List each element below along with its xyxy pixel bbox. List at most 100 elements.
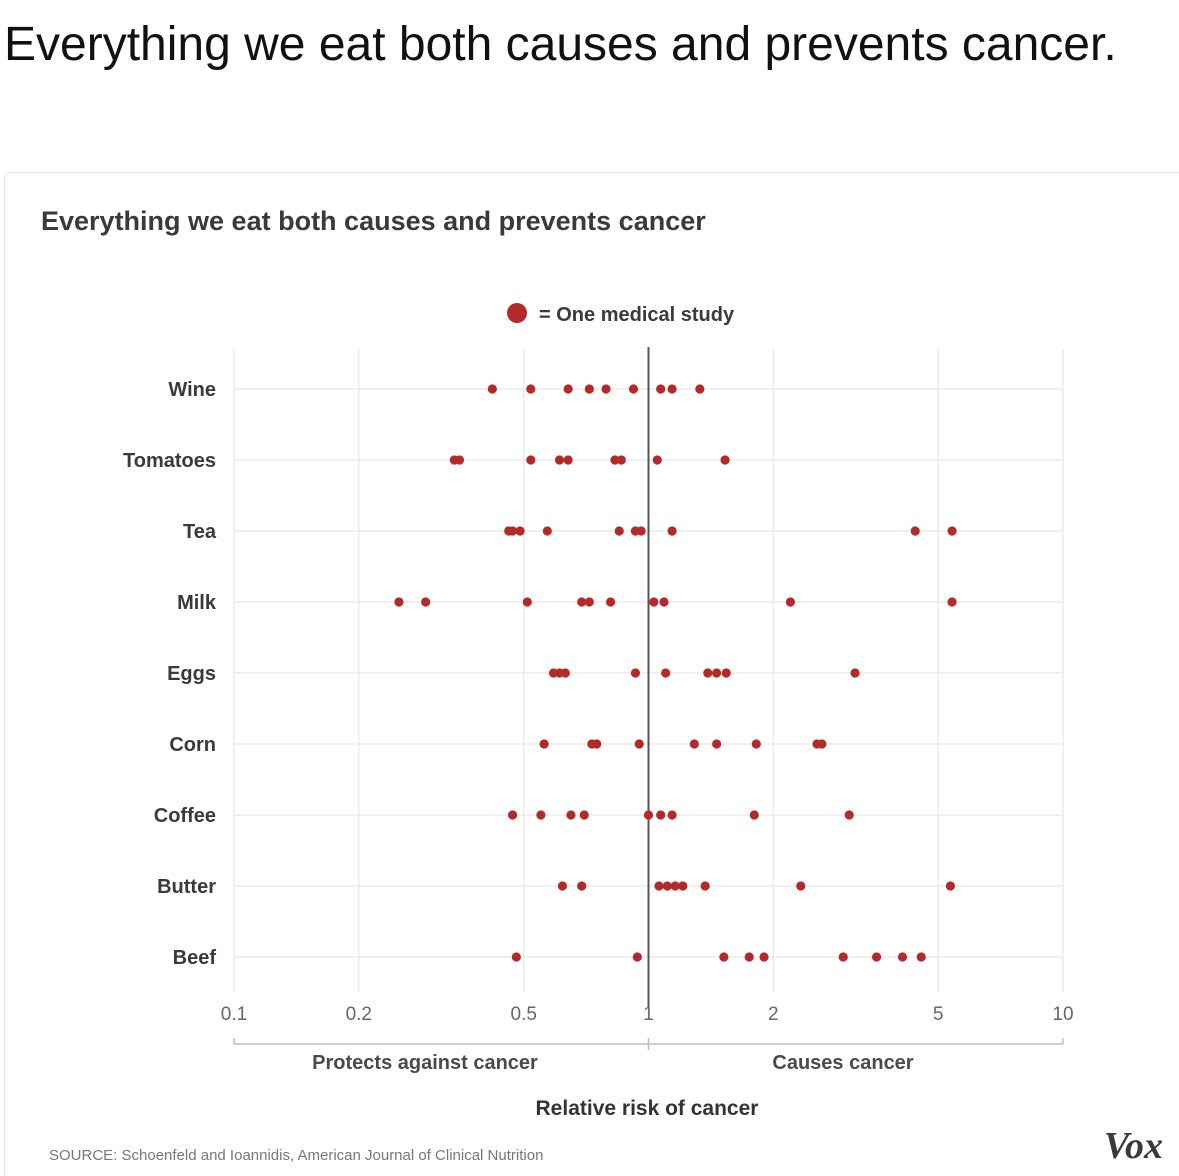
point-tea-1 [507,526,518,536]
point-butter-5 [678,881,688,891]
x-axis-title: Relative risk of cancer [536,1097,759,1120]
point-wine-4 [601,384,611,394]
point-milk-3 [577,597,587,607]
point-tea-9 [947,526,957,536]
point-tea-2 [515,526,525,536]
point-tomatoes-5 [610,455,620,465]
point-eggs-3 [630,668,641,678]
grid [233,347,1064,1008]
point-wine-8 [695,384,705,394]
point-coffee-1 [536,810,546,820]
chart-title: Everything we eat both causes and preven… [41,206,706,236]
point-eggs-4 [661,668,671,678]
data-points [394,384,957,962]
point-beef-2 [719,952,729,962]
point-milk-2 [522,597,532,607]
point-butter-2 [654,881,664,891]
point-beef-6 [871,952,882,962]
point-tomatoes-7 [652,455,662,465]
point-butter-1 [577,881,587,891]
point-tomatoes-6 [616,455,626,465]
point-coffee-0 [507,810,518,820]
point-butter-4 [670,881,680,891]
point-milk-1 [421,597,431,607]
point-eggs-7 [721,668,731,678]
point-tomatoes-1 [454,455,465,465]
legend: = One medical study [507,303,735,326]
point-butter-3 [662,881,672,891]
point-milk-4 [584,597,594,607]
point-tomatoes-8 [720,455,730,465]
point-tomatoes-3 [554,455,565,465]
point-beef-7 [897,952,908,962]
point-milk-6 [649,597,659,607]
point-coffee-4 [643,810,654,820]
point-corn-4 [689,739,699,749]
point-corn-6 [751,739,761,749]
point-butter-6 [700,881,710,891]
point-butter-7 [796,881,806,891]
protects-label: Protects against cancer [312,1052,538,1074]
point-beef-1 [632,952,642,962]
row-label-corn: Corn [169,734,216,756]
point-corn-3 [634,739,644,749]
point-milk-9 [947,597,957,607]
direction-bracket [233,1038,1064,1050]
row-label-tea: Tea [183,521,217,543]
causes-label: Causes cancer [772,1052,913,1074]
legend-label: = One medical study [539,304,735,326]
vox-logo: Vox [1104,1125,1163,1167]
legend-marker [507,303,527,323]
point-corn-2 [592,739,602,749]
row-label-coffee: Coffee [154,805,216,827]
point-butter-0 [557,881,568,891]
point-coffee-7 [749,810,759,820]
point-corn-0 [539,739,549,749]
point-corn-8 [817,739,827,749]
row-label-butter: Butter [157,876,216,898]
point-beef-3 [744,952,754,962]
point-beef-4 [759,952,769,962]
cancer-risk-chart: Everything we eat both causes and preven… [41,206,1163,1167]
point-tea-6 [636,526,646,536]
x-tick-3: 1 [643,1004,654,1025]
point-beef-8 [916,952,926,962]
row-label-tomatoes: Tomatoes [123,450,216,472]
point-wine-2 [563,384,573,394]
point-tomatoes-2 [526,455,536,465]
point-coffee-3 [579,810,589,820]
row-label-milk: Milk [177,592,217,614]
point-coffee-2 [566,810,576,820]
x-tick-6: 10 [1052,1004,1073,1025]
point-beef-5 [838,952,848,962]
point-tea-3 [542,526,552,536]
point-wine-0 [487,384,497,394]
point-eggs-5 [703,668,713,678]
point-tea-8 [910,526,920,536]
x-tick-2: 0.5 [511,1004,537,1025]
point-wine-6 [656,384,666,394]
point-eggs-2 [560,668,570,678]
point-tomatoes-4 [563,455,573,465]
point-corn-5 [712,739,722,749]
point-tea-7 [667,526,677,536]
point-beef-0 [511,952,521,962]
point-wine-1 [526,384,536,394]
x-tick-1: 0.2 [346,1004,372,1025]
point-eggs-6 [712,668,722,678]
chart-card: Everything we eat both causes and preven… [4,172,1179,1176]
point-milk-5 [605,597,616,607]
x-tick-5: 5 [933,1004,944,1025]
x-tick-labels: 0.1 0.2 0.5 1 2 5 10 [221,1004,1074,1025]
point-eggs-8 [850,668,860,678]
row-label-wine: Wine [168,379,216,401]
row-label-beef: Beef [173,947,217,969]
post-text: Everything we eat both causes and preven… [4,18,1117,71]
point-butter-8 [945,881,956,891]
point-coffee-6 [667,810,677,820]
x-tick-0: 0.1 [221,1004,247,1025]
point-coffee-8 [844,810,854,820]
point-wine-3 [584,384,594,394]
x-tick-4: 2 [768,1004,779,1025]
point-milk-8 [785,597,796,607]
